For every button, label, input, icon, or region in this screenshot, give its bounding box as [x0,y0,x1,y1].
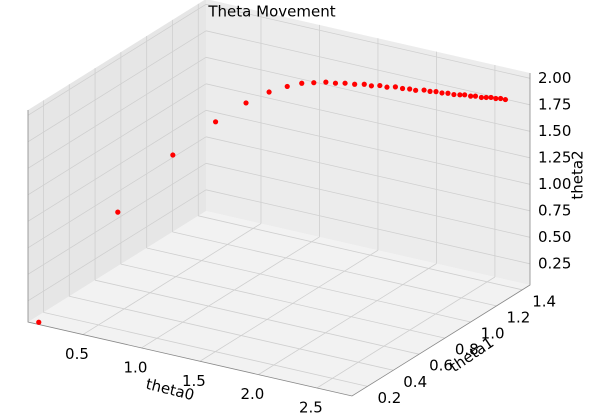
z-tick-label: 0.25 [538,254,571,272]
z-tick-label: 0.75 [538,201,571,219]
grid-line [205,109,531,185]
y-tick-label: 0.2 [377,389,401,407]
grid-line [27,109,207,222]
grid-line [27,56,207,169]
grid-line [258,263,437,375]
grid-line [205,189,531,265]
grid-line [198,215,523,291]
grid-line [27,83,207,196]
point [368,83,374,89]
point [212,119,219,125]
point [493,95,499,102]
grid-line [43,311,368,387]
point [502,96,509,103]
point [399,85,406,92]
point [478,94,485,101]
point [439,90,445,96]
grid-line [172,231,497,307]
axis-edge [27,73,531,397]
grid-line [199,249,379,362]
grid-line [27,3,207,116]
grid-line [205,162,531,238]
z-tick-label: 1.25 [538,148,571,166]
z-tick-label: 1.75 [538,95,571,113]
chart-title: Theta Movement [207,3,335,21]
point [170,152,176,158]
point [384,84,390,90]
point [421,87,427,93]
grid-line [146,247,471,323]
point [457,92,463,98]
y-tick-label: 1.4 [532,292,556,310]
panes [27,0,531,397]
grid-line [69,295,394,371]
grid-line [205,3,531,79]
z-tick-label: 0.50 [538,228,571,246]
point [462,92,468,98]
point [433,89,439,95]
point [468,93,474,99]
grid-line [27,162,207,275]
point [284,83,290,90]
point [451,91,457,98]
point [323,79,329,85]
point [377,82,383,89]
grid-line [94,279,420,355]
grid-line [141,236,320,349]
grid-line [120,263,445,339]
y-tick-label: 1.2 [506,308,530,326]
point [352,81,358,87]
x-tick-label: 2.5 [299,398,323,414]
grid-line [27,30,207,143]
back-pane [206,0,530,285]
grid-line [27,136,207,249]
left-pane [28,0,206,322]
point [392,84,398,90]
point [498,95,504,102]
point [311,80,317,86]
point [243,100,249,106]
x-tick-label: 0.5 [65,345,89,363]
x-tick-label: 2.0 [240,385,264,403]
z-axis-label: theta2 [569,150,587,199]
y-tick-label: 0.8 [455,341,479,359]
point [332,80,339,86]
point [445,90,451,96]
point [413,87,419,93]
grid-line [316,276,496,389]
x-tick-label: 1.5 [182,372,206,390]
z-tick-label: 2.00 [538,69,571,87]
point [407,86,413,92]
point [266,89,272,95]
z-tick-label: 1.00 [538,175,571,193]
y-tick-label: 0.6 [429,357,453,375]
y-tick-label: 0.4 [403,373,427,391]
grid-line [205,136,531,212]
grid-line [82,223,262,335]
point [427,88,433,94]
point [361,81,367,87]
grid-line [205,56,531,132]
y-tick-label: 1.0 [481,325,505,343]
z-tick-label: 1.50 [538,122,571,140]
x-tick-label: 1.0 [124,358,148,376]
point [342,80,348,86]
point [36,319,42,325]
point [483,94,489,101]
grid-line [205,30,531,106]
point [472,93,479,99]
grid-line [205,83,531,159]
point [488,94,494,101]
point [115,209,121,215]
floor-pane [28,211,530,396]
point [299,80,305,86]
grid-line [27,189,207,302]
